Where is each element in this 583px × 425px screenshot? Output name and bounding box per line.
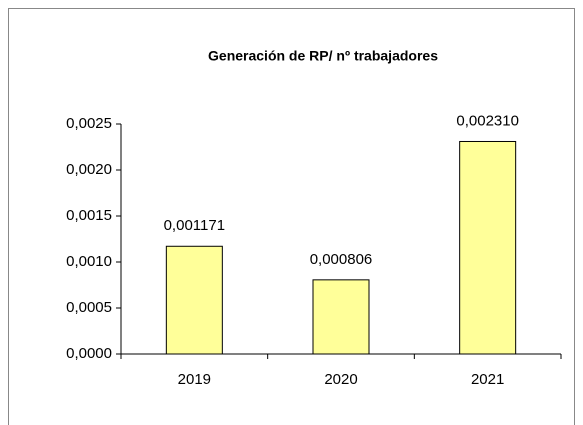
y-tick-label: 0,0000 [66,345,112,362]
y-tick-label: 0,0020 [66,161,112,178]
chart-title: Generación de RP/ nº trabajadores [208,48,438,64]
value-label: 0,001171 [164,217,225,234]
bar [459,140,517,355]
x-tick-label: 2021 [471,371,504,388]
x-tick-label: 2019 [178,371,211,388]
bar [312,279,370,355]
y-tick-label: 0,0010 [66,253,112,270]
y-tick-label: 0,0015 [66,207,112,224]
value-label: 0,000806 [310,251,373,268]
y-tick-label: 0,0005 [66,299,112,316]
bar [165,245,223,355]
y-tick-label: 0,0025 [66,115,112,132]
value-label: 0,002310 [456,112,519,129]
x-tick-label: 2020 [324,371,357,388]
frame [8,8,575,425]
